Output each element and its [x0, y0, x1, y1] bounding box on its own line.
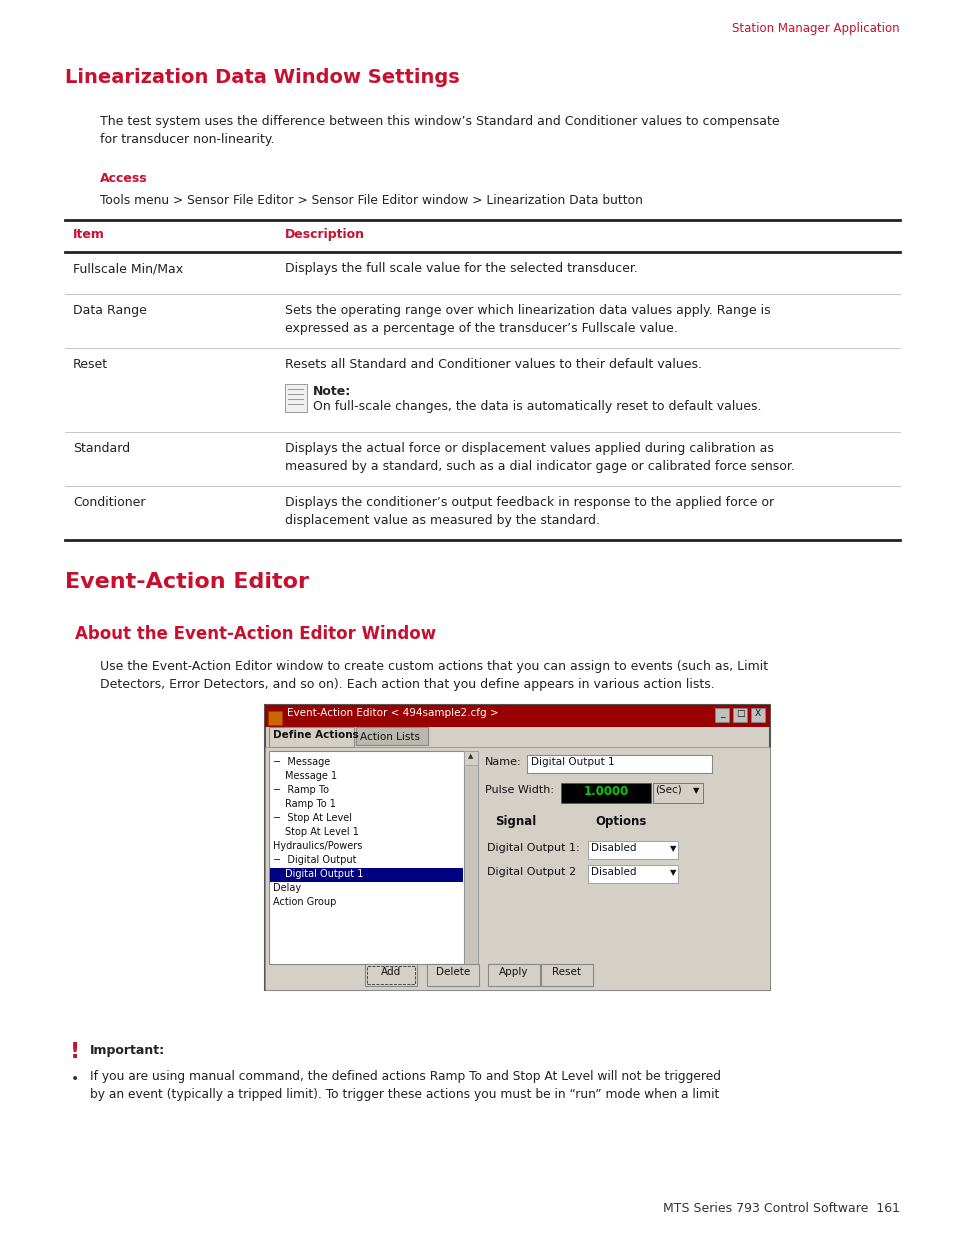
Text: X: X: [754, 709, 760, 718]
Text: (Sec): (Sec): [655, 785, 681, 795]
Text: □: □: [735, 709, 743, 718]
Text: −  Digital Output: − Digital Output: [273, 855, 356, 864]
Text: Station Manager Application: Station Manager Application: [732, 22, 899, 35]
Bar: [270, 868, 462, 882]
Text: ▼: ▼: [692, 785, 699, 795]
Text: Digital Output 1: Digital Output 1: [531, 757, 614, 767]
Bar: [540, 965, 593, 986]
Text: Digital Output 2: Digital Output 2: [486, 867, 576, 877]
Bar: [463, 751, 477, 965]
Text: Resets all Standard and Conditioner values to their default values.: Resets all Standard and Conditioner valu…: [285, 358, 701, 370]
Text: MTS Series 793 Control Software  161: MTS Series 793 Control Software 161: [662, 1202, 899, 1215]
Text: Name:: Name:: [484, 757, 521, 767]
Bar: [269, 751, 463, 965]
Bar: [750, 708, 764, 722]
Bar: [463, 751, 477, 764]
Text: Displays the conditioner’s output feedback in response to the applied force or
d: Displays the conditioner’s output feedba…: [285, 496, 773, 527]
Text: Note:: Note:: [313, 385, 351, 398]
Text: Digital Output 1:: Digital Output 1:: [486, 844, 579, 853]
Text: Disabled: Disabled: [590, 844, 636, 853]
Bar: [652, 783, 702, 803]
Bar: [714, 708, 728, 722]
Text: Tools menu > Sensor File Editor > Sensor File Editor window > Linearization Data: Tools menu > Sensor File Editor > Sensor…: [100, 194, 642, 207]
Text: Event-Action Editor < 494sample2.cfg >: Event-Action Editor < 494sample2.cfg >: [287, 708, 498, 718]
Bar: [587, 841, 678, 860]
Text: Action Group: Action Group: [273, 897, 336, 906]
Bar: [732, 708, 746, 722]
Text: Fullscale Min/Max: Fullscale Min/Max: [73, 262, 183, 275]
Text: Event-Action Editor: Event-Action Editor: [65, 572, 309, 592]
Text: 1.0000: 1.0000: [583, 785, 628, 798]
Bar: [268, 711, 282, 725]
Bar: [367, 966, 415, 984]
Bar: [560, 783, 650, 803]
Bar: [285, 384, 307, 412]
Text: −  Stop At Level: − Stop At Level: [273, 813, 352, 823]
Text: Hydraulics/Powers: Hydraulics/Powers: [273, 841, 362, 851]
Text: Data Range: Data Range: [73, 304, 147, 317]
Text: Delay: Delay: [273, 883, 301, 893]
Bar: [265, 705, 769, 990]
Bar: [427, 965, 478, 986]
Text: On full-scale changes, the data is automatically reset to default values.: On full-scale changes, the data is autom…: [313, 400, 760, 412]
Text: Stop At Level 1: Stop At Level 1: [285, 827, 358, 837]
Text: Action Lists: Action Lists: [359, 732, 419, 742]
Text: Ramp To 1: Ramp To 1: [285, 799, 335, 809]
Bar: [526, 755, 711, 773]
Text: Conditioner: Conditioner: [73, 496, 146, 509]
Text: Important:: Important:: [90, 1044, 165, 1057]
Text: Standard: Standard: [73, 442, 130, 454]
Text: Reset: Reset: [73, 358, 108, 370]
Text: Signal: Signal: [495, 815, 536, 827]
Text: ▼: ▼: [669, 844, 676, 853]
Text: !: !: [70, 1042, 80, 1062]
Text: About the Event-Action Editor Window: About the Event-Action Editor Window: [75, 625, 436, 643]
Text: The test system uses the difference between this window’s Standard and Condition: The test system uses the difference betw…: [100, 115, 779, 146]
Text: Digital Output 1: Digital Output 1: [285, 869, 363, 879]
Text: Pulse Width:: Pulse Width:: [484, 785, 554, 795]
Text: ▼: ▼: [669, 868, 676, 877]
Bar: [265, 747, 769, 990]
Text: Options: Options: [595, 815, 646, 827]
Text: Access: Access: [100, 172, 148, 185]
Text: Apply: Apply: [498, 967, 528, 977]
Text: −  Ramp To: − Ramp To: [273, 785, 329, 795]
Text: Use the Event-Action Editor window to create custom actions that you can assign : Use the Event-Action Editor window to cr…: [100, 659, 767, 692]
Text: Displays the full scale value for the selected transducer.: Displays the full scale value for the se…: [285, 262, 638, 275]
Bar: [365, 965, 416, 986]
Text: Description: Description: [285, 228, 365, 241]
Text: Disabled: Disabled: [590, 867, 636, 877]
Text: Add: Add: [380, 967, 400, 977]
Text: Reset: Reset: [552, 967, 581, 977]
Text: •: •: [71, 1072, 79, 1086]
Text: _: _: [719, 709, 723, 718]
Text: Sets the operating range over which linearization data values apply. Range is
ex: Sets the operating range over which line…: [285, 304, 770, 335]
Text: −  Message: − Message: [273, 757, 330, 767]
Bar: [265, 705, 769, 727]
Text: Displays the actual force or displacement values applied during calibration as
m: Displays the actual force or displacemen…: [285, 442, 794, 473]
Text: Delete: Delete: [436, 967, 470, 977]
Bar: [587, 864, 678, 883]
Text: ▲: ▲: [468, 753, 474, 760]
Bar: [269, 727, 354, 747]
Text: Define Actions: Define Actions: [273, 730, 358, 740]
Text: Linearization Data Window Settings: Linearization Data Window Settings: [65, 68, 459, 86]
Text: Message 1: Message 1: [285, 771, 336, 781]
Bar: [488, 965, 539, 986]
Text: Item: Item: [73, 228, 105, 241]
Text: If you are using manual command, the defined actions Ramp To and Stop At Level w: If you are using manual command, the def…: [90, 1070, 720, 1100]
Bar: [355, 727, 428, 745]
